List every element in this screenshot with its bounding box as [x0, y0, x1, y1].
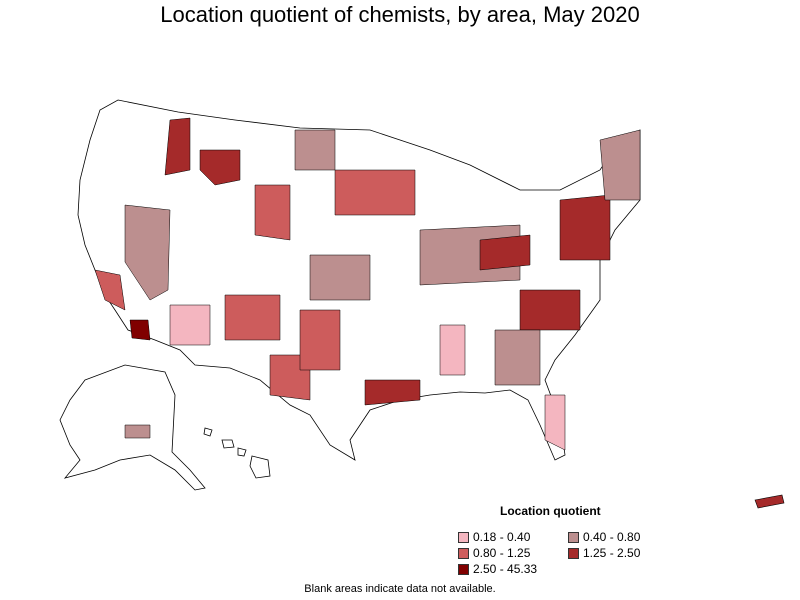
- region-mid-atlantic: [559, 194, 611, 261]
- legend-title: Location quotient: [500, 504, 601, 518]
- hawaii-islands: [203, 427, 271, 479]
- region-new-mexico: [224, 294, 281, 341]
- legend-item-2: 0.80 - 1.25: [458, 546, 530, 560]
- region-florida: [544, 394, 566, 451]
- footnote: Blank areas indicate data not available.: [304, 583, 496, 595]
- region-alaska-anchorage: [124, 424, 151, 439]
- region-new-england: [599, 129, 641, 201]
- map-title: Location quotient of chemists, by area, …: [160, 2, 640, 27]
- legend-label-4: 2.50 - 45.33: [473, 562, 538, 576]
- region-georgia: [494, 329, 541, 386]
- region-idaho-north: [164, 117, 191, 176]
- legend-swatch-2: [458, 547, 469, 559]
- region-kansas: [309, 254, 371, 301]
- legend-item-3: 1.25 - 2.50: [568, 546, 640, 560]
- legend-item-4: 2.50 - 45.33: [458, 562, 537, 576]
- legend-label-2: 0.80 - 1.25: [473, 546, 531, 560]
- region-nevada: [124, 204, 171, 301]
- legend-item-1: 0.40 - 0.80: [568, 530, 640, 544]
- legend-swatch-3: [568, 547, 579, 559]
- legend-swatch-1: [568, 531, 579, 543]
- legend-item-0: 0.18 - 0.40: [458, 530, 530, 544]
- legend-swatch-0: [458, 531, 469, 543]
- region-north-dakota: [294, 129, 336, 171]
- region-gulf-coast: [364, 379, 421, 406]
- region-southern-california: [129, 319, 151, 341]
- region-puerto-rico: [754, 494, 785, 509]
- legend-label-0: 0.18 - 0.40: [473, 530, 531, 544]
- region-arizona: [169, 304, 211, 346]
- region-wyoming: [254, 184, 291, 241]
- region-north-carolina: [519, 289, 581, 331]
- region-wisconsin-minnesota: [334, 169, 416, 216]
- legend-swatch-4: [458, 563, 469, 575]
- region-idaho-montana: [199, 149, 241, 186]
- region-texas-central: [299, 309, 341, 371]
- legend-label-1: 0.40 - 0.80: [583, 530, 641, 544]
- region-mississippi: [439, 324, 466, 376]
- region-ohio-valley: [479, 234, 531, 271]
- legend-label-3: 1.25 - 2.50: [583, 546, 641, 560]
- region-california-central: [94, 269, 126, 311]
